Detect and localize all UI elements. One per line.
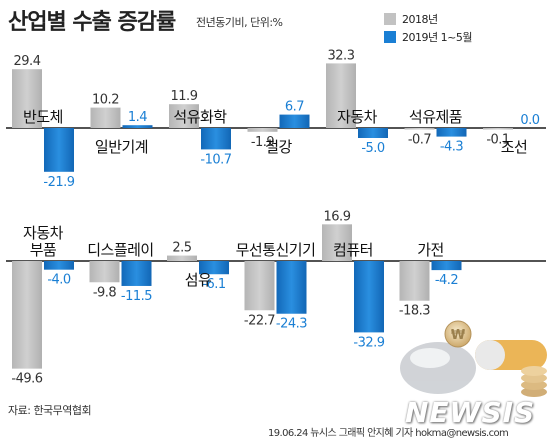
category-label: 디스플레이 <box>87 241 154 259</box>
data-label: -10.7 <box>200 152 231 167</box>
bar-2018 <box>89 261 120 283</box>
category-label: 철강 <box>265 138 292 156</box>
data-label: 29.4 <box>14 54 41 69</box>
coin-stack-coin <box>521 380 547 390</box>
data-label: -5.0 <box>361 141 385 156</box>
data-label: 1.4 <box>128 110 147 125</box>
data-label: -9.8 <box>93 285 117 300</box>
bar-2019 <box>279 114 310 128</box>
pot-highlight <box>410 348 450 368</box>
data-label: 0.0 <box>520 113 539 128</box>
legend-label-2019: 2019년 1~5월 <box>402 31 472 44</box>
category-label: 일반기계 <box>95 138 148 156</box>
bar-2018 <box>399 261 430 301</box>
data-label: -49.6 <box>11 372 42 387</box>
legend-item-2019: 2019년 1~5월 <box>384 28 472 46</box>
category-label: 자동차 <box>337 108 378 126</box>
bar-2018 <box>167 255 197 261</box>
category-label: 석유화학 <box>173 108 227 126</box>
data-label: -0.7 <box>408 133 432 148</box>
bar-2019 <box>199 261 229 275</box>
bar-2018 <box>12 69 42 128</box>
category-label: 석유제품 <box>409 108 462 126</box>
legend-swatch-2018 <box>384 13 396 25</box>
bar-2018 <box>90 107 121 128</box>
data-label: -1.9 <box>251 135 275 150</box>
category-label: 반도체 <box>23 108 63 126</box>
data-label: -18.3 <box>399 304 430 319</box>
bar-2018 <box>169 104 199 128</box>
won-coin-symbol: ₩ <box>451 328 466 343</box>
data-label: -0.1 <box>486 133 510 148</box>
category-label: 무선통신기기 <box>236 241 316 259</box>
legend-item-2018: 2018년 <box>384 10 472 28</box>
bar-2018 <box>326 63 356 128</box>
data-label: 32.3 <box>328 48 355 63</box>
bar-2019 <box>44 261 74 270</box>
legend-label-2018: 2018년 <box>402 13 438 26</box>
data-label: -24.3 <box>276 317 307 332</box>
bar-2018 <box>244 261 275 311</box>
chart-title: 산업별 수출 증감률 <box>8 10 176 35</box>
unit-note: 전년동기비, 단위:% <box>196 16 283 29</box>
bar-2018 <box>12 261 42 369</box>
category-label: 컴퓨터 <box>333 241 373 259</box>
data-label: -6.1 <box>202 277 226 292</box>
data-label: -4.2 <box>435 273 458 288</box>
newsis-logo: NEWSIS <box>405 396 536 429</box>
capsule-cap <box>475 340 505 370</box>
bar-2019 <box>121 261 152 286</box>
bar-2019 <box>431 261 462 271</box>
category-label: 섬유 <box>185 271 212 289</box>
bar-2019 <box>276 261 307 314</box>
bar-2019 <box>122 125 153 128</box>
legend: 2018년 2019년 1~5월 <box>384 10 472 46</box>
data-label: -4.0 <box>47 273 71 288</box>
bar-2019 <box>436 128 467 137</box>
bar-2019 <box>201 128 231 150</box>
data-label: 16.9 <box>324 209 351 224</box>
data-label: -4.3 <box>440 140 464 155</box>
category-label: 자동차 <box>23 224 64 242</box>
bar-2019 <box>44 128 74 172</box>
bar-2018 <box>404 128 435 130</box>
data-label: 6.7 <box>285 100 304 115</box>
coin-stack-icon <box>521 387 547 397</box>
data-label: 11.9 <box>171 89 198 104</box>
category-label: 가전 <box>417 241 444 259</box>
bar-2018 <box>483 128 513 130</box>
bar-2019 <box>358 128 388 138</box>
data-label: -32.9 <box>353 335 384 350</box>
coin-stack-coin <box>521 373 547 383</box>
bar-2018 <box>322 224 352 261</box>
data-label: -11.5 <box>121 289 152 304</box>
source-note: 자료: 한국무역협회 <box>8 404 92 417</box>
credit-line: 19.06.24 뉴시스 그래픽 안지혜 기자 hokma@newsis.com <box>268 428 509 439</box>
data-label: 10.2 <box>92 93 119 108</box>
bar-2019 <box>354 261 384 333</box>
won-coin-icon <box>444 320 472 348</box>
data-label: -21.9 <box>43 175 74 190</box>
money-pot-illustration: ₩ <box>400 320 547 397</box>
data-label: -22.7 <box>244 313 275 328</box>
category-label: 부품 <box>30 241 57 259</box>
category-label: 조선 <box>501 138 528 156</box>
bar-2018 <box>247 128 278 132</box>
coin-stack-coin <box>521 366 547 376</box>
legend-swatch-2019 <box>384 31 396 43</box>
data-label: 2.5 <box>172 241 191 256</box>
